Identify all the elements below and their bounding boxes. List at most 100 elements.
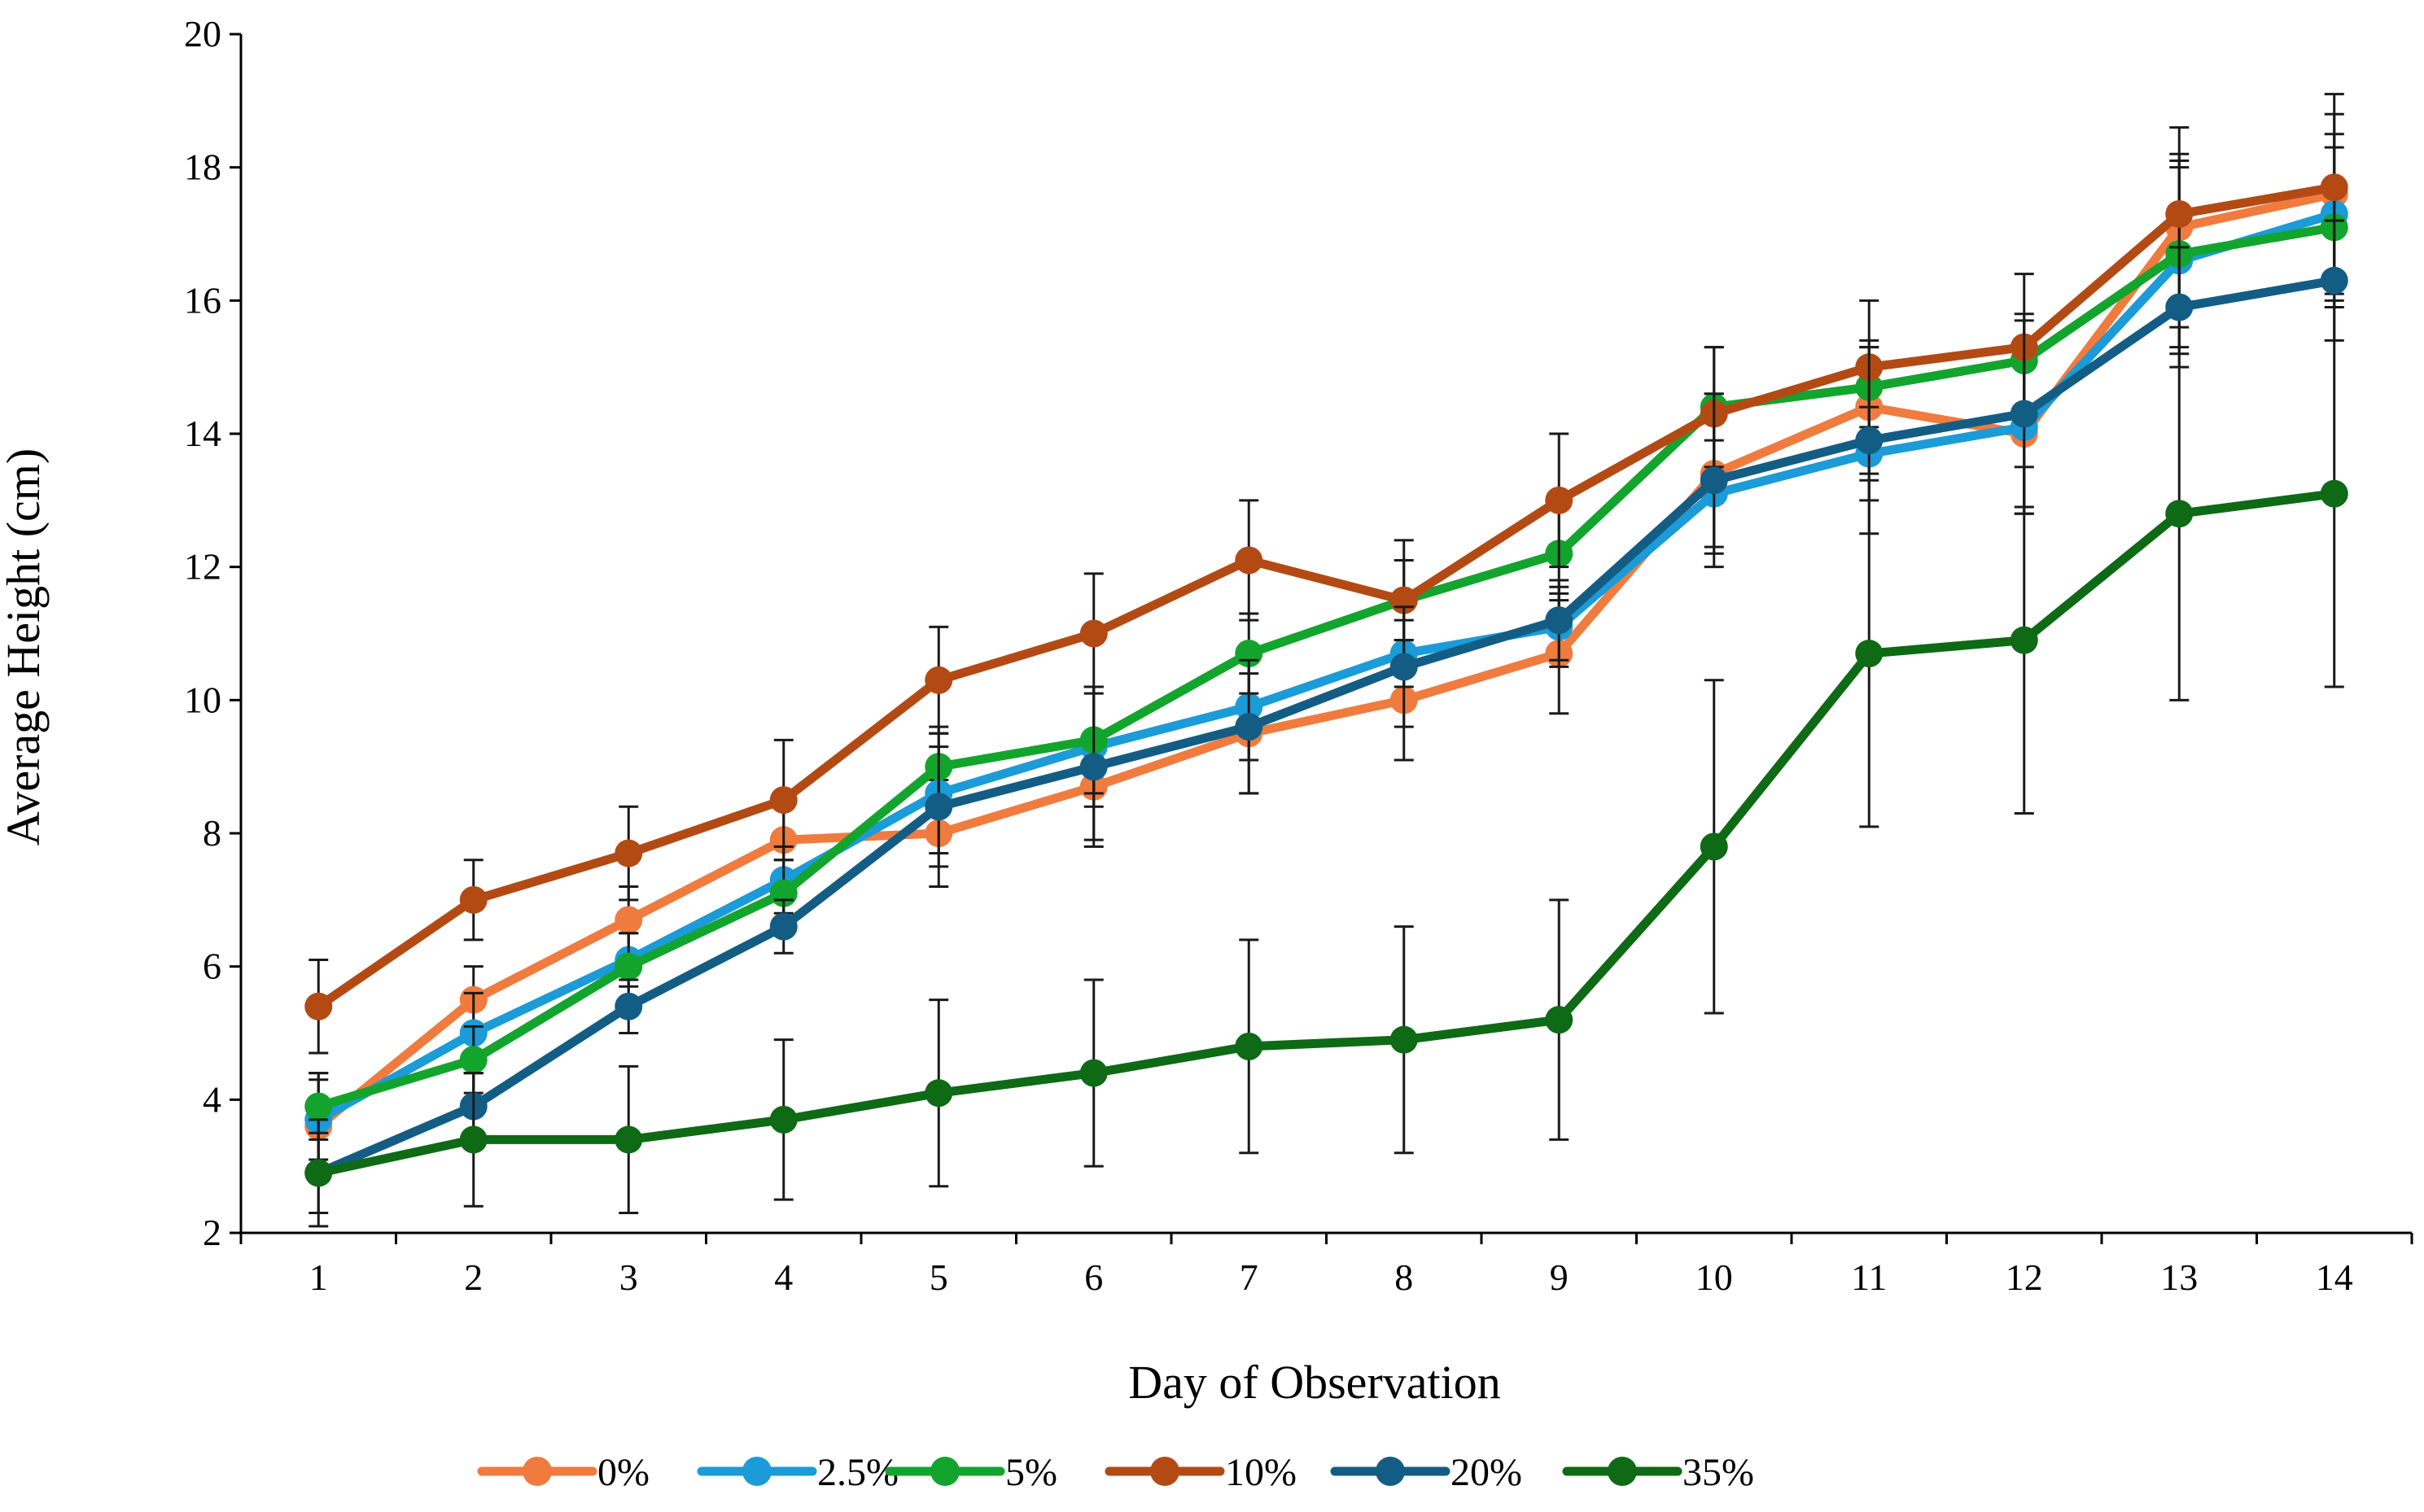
error-bars [308,146,2344,1141]
data-point [304,992,333,1020]
x-tick-label: 1 [309,1256,328,1298]
y-tick-label: 6 [203,946,221,987]
y-tick-label: 8 [203,812,221,854]
data-point [1545,606,1573,635]
data-point [615,906,643,934]
series-layer [304,93,2348,1228]
error-bars [308,133,2344,1161]
x-tick-label: 11 [1851,1256,1887,1298]
y-tick-label: 2 [203,1212,221,1253]
data-point [304,1159,333,1187]
data-point [2010,626,2038,654]
legend-swatch-marker [742,1457,772,1486]
x-tick-label: 2 [464,1256,483,1298]
legend-item: 35% [1562,1451,1754,1494]
series-6 [304,299,2348,1228]
data-point [615,952,643,981]
data-point [1855,426,1884,455]
x-tick-label: 13 [2160,1256,2198,1298]
data-point [2165,293,2194,321]
data-point [1079,753,1108,781]
data-point [769,1105,798,1134]
data-point [1235,713,1263,741]
y-tick-label: 4 [203,1078,221,1120]
x-tick-label: 14 [2316,1256,2353,1298]
y-tick-label: 18 [184,146,221,188]
x-axis-title: Day of Observation [1128,1356,1500,1409]
data-point [925,1079,953,1108]
series-3 [304,146,2348,1141]
data-point [304,1092,333,1121]
data-point [769,786,798,815]
x-tick-label: 4 [774,1256,793,1298]
data-point [1389,1025,1418,1054]
legend-label: 20% [1450,1451,1522,1494]
legend-label: 2.5% [817,1451,899,1494]
series-2 [304,133,2348,1161]
legend-item: 2.5% [697,1451,899,1494]
x-tick-label: 5 [930,1256,948,1298]
y-tick-label: 10 [184,679,221,720]
x-tick-label: 6 [1084,1256,1103,1298]
legend-swatch-marker [1608,1457,1637,1486]
data-point [615,839,643,867]
legend: 0% 2.5% 5% 10% 20% 35% [477,1451,1754,1494]
data-point [1545,486,1573,514]
x-tick-label: 10 [1695,1256,1733,1298]
series-line [313,182,2339,1012]
x-tick-label: 8 [1394,1256,1413,1298]
error-bars [308,93,2344,1055]
legend-label: 5% [1005,1451,1057,1494]
data-point [2010,400,2038,428]
data-point [1079,619,1108,648]
series-line [313,209,2339,1125]
data-point [1700,832,1728,861]
legend-item: 0% [477,1451,650,1494]
legend-label: 10% [1225,1451,1297,1494]
legend-swatch-marker [1150,1457,1179,1486]
data-point [925,666,953,694]
legend-label: 0% [597,1451,650,1494]
data-point [2320,266,2348,295]
legend-swatch-marker [1376,1457,1405,1486]
legend-swatch-marker [930,1457,960,1486]
y-tick-label: 12 [184,546,221,588]
y-tick-label: 14 [184,413,221,454]
data-point [2165,500,2194,528]
y-axis-title: Average Height (cm) [0,448,50,846]
legend-label: 35% [1682,1451,1754,1494]
legend-item: 5% [885,1451,1057,1494]
data-point [615,1125,643,1154]
x-tick-label: 3 [619,1256,638,1298]
y-tick-label: 16 [184,279,221,321]
data-point [1545,1006,1573,1034]
series-line [313,276,2339,1178]
series-4 [304,93,2348,1055]
data-point [2165,199,2194,228]
x-tick-label: 7 [1240,1256,1258,1298]
data-point [1700,466,1728,495]
data-point [1079,1059,1108,1087]
data-point [459,1046,488,1074]
data-point [769,912,798,941]
x-tick-label: 9 [1550,1256,1569,1298]
data-point [459,885,488,914]
y-tick-label: 20 [184,13,221,55]
y-ticks: 2 4 6 8 10 12 14 16 18 20 [184,13,241,1253]
data-point [2320,173,2348,202]
data-point [2320,479,2348,508]
data-point [615,992,643,1020]
data-point [1855,640,1884,668]
series-line [313,489,2339,1178]
error-bars [308,299,2344,1228]
data-point [1389,653,1418,681]
data-point [459,1125,488,1154]
x-tick-label: 12 [2006,1256,2043,1298]
data-point [925,793,953,821]
x-ticks: 1 2 3 4 5 6 7 8 9 10 11 12 13 14 [239,1233,2413,1298]
series-line [313,222,2339,1112]
data-point [1235,546,1263,575]
legend-item: 10% [1105,1451,1297,1494]
